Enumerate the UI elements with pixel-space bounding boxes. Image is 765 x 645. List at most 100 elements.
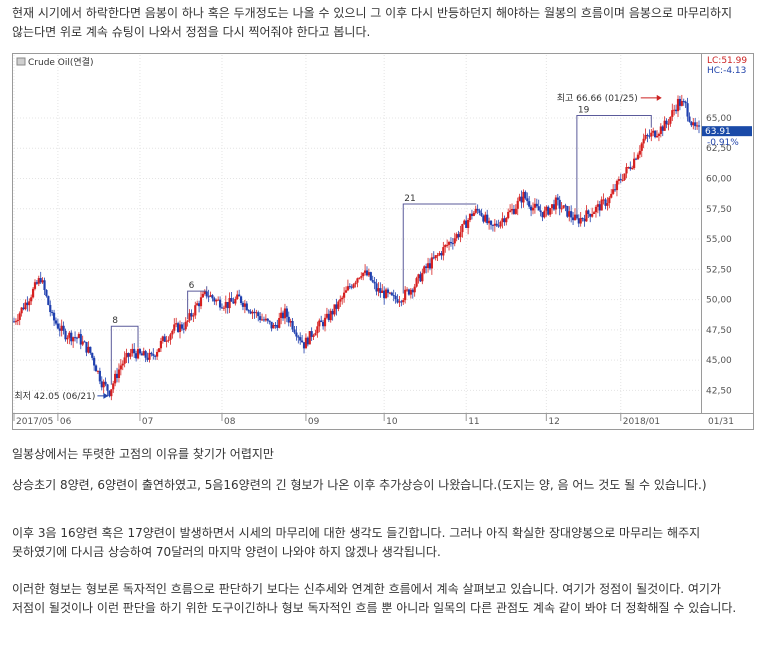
candle-body (489, 220, 493, 225)
candle-body (186, 320, 189, 322)
high-marker-label: 최고 66.66 (01/25) (557, 93, 638, 104)
y-tick-label: 52,50 (706, 265, 732, 275)
candle-body (161, 336, 164, 341)
count-label: 6 (189, 281, 195, 291)
candle-body (280, 312, 283, 318)
candle-body (554, 197, 557, 210)
candle-body (589, 214, 592, 217)
candle-body (68, 332, 71, 338)
candle-body (110, 389, 113, 397)
candle-body (331, 310, 334, 315)
candle-body (299, 337, 302, 341)
candle-body (461, 224, 464, 233)
y-tick-label: 55,00 (706, 235, 732, 245)
candle-body (585, 210, 588, 222)
candle-body (218, 299, 222, 308)
candle-body (354, 282, 357, 285)
candle-body (318, 320, 321, 327)
candle-body (583, 218, 586, 222)
candle-body (650, 132, 653, 137)
count-bracket (576, 115, 652, 219)
chart-frame (12, 53, 754, 430)
candle-body (224, 301, 227, 308)
candle-body (615, 180, 619, 191)
candle-body (438, 253, 441, 256)
candle-body (665, 120, 668, 125)
candle-body (631, 168, 634, 170)
candle-body (123, 357, 126, 364)
candle-body (157, 348, 161, 352)
candle-body (64, 330, 67, 340)
x-tick-label: 12 (548, 417, 559, 427)
candle-body (346, 286, 350, 291)
x-tick-label: 2018/01 (623, 417, 660, 427)
candle-body (365, 270, 369, 276)
candle-body (505, 217, 508, 223)
candle-body (550, 204, 554, 209)
candle-body (549, 208, 552, 215)
candle-body (529, 206, 533, 211)
y-tick-label: 62,50 (706, 144, 732, 154)
candle-body (182, 328, 185, 330)
candle-body (598, 204, 601, 211)
candle-body (196, 303, 199, 306)
y-tick-label: 42,50 (706, 386, 732, 396)
candle-body (602, 199, 605, 201)
candle-body (16, 319, 19, 322)
candle-body (571, 217, 575, 221)
candle-body (404, 289, 407, 301)
title-box-icon (16, 57, 26, 66)
x-tick-label: 08 (224, 417, 236, 427)
high-marker: 최고 66.66 (01/25) (557, 93, 662, 104)
candle-body (667, 123, 670, 125)
candle-body (428, 263, 432, 269)
candle-body (152, 354, 155, 356)
candle-body (24, 302, 27, 310)
candle-body (207, 296, 210, 298)
candle-body (680, 101, 683, 106)
candle-body (581, 217, 584, 219)
candle-body (413, 286, 416, 293)
candle-body (695, 125, 699, 127)
candle-body (91, 352, 94, 358)
last-price-label: 63.91 (705, 127, 731, 137)
candle-body (478, 210, 481, 213)
candle-body (512, 208, 516, 214)
candlestick-chart: 8 6 21 19 65,00 62,50 60,00 57,50 55,00 52,50 50,… (12, 53, 754, 430)
candle-body (570, 211, 573, 218)
last-change-label: -0.91% (707, 138, 739, 148)
candle-body (449, 241, 453, 244)
candle-body (545, 206, 548, 211)
y-tick-label: 65,00 (706, 114, 732, 124)
candle-body (436, 255, 439, 257)
candle-body (201, 293, 204, 298)
candle-body (467, 220, 470, 228)
candle-body (14, 321, 18, 323)
candle-body (625, 167, 628, 174)
candle-body (333, 304, 336, 315)
candle-body (12, 321, 16, 323)
candle-body (243, 303, 246, 307)
count-bracket (187, 286, 208, 320)
candle-body (306, 337, 309, 345)
candle-body (192, 315, 195, 317)
candle-body (112, 383, 115, 390)
candle-body (60, 325, 63, 331)
candle-body (384, 289, 388, 299)
candle-body (537, 206, 540, 211)
candle-body (688, 116, 691, 122)
candle-body (657, 133, 661, 136)
count-label: 21 (404, 194, 415, 204)
candle-body (184, 321, 187, 330)
candle-body (694, 122, 697, 127)
y-tick-label: 60,00 (706, 175, 732, 185)
candle-body (465, 220, 468, 228)
candle-body (352, 284, 355, 288)
legend-hc: HC:-4.13 (707, 66, 746, 76)
candle-body (619, 179, 622, 181)
candle-body (251, 311, 254, 314)
candle-body (342, 292, 346, 298)
candle-body (236, 294, 239, 299)
chart-svg: 8 6 21 19 65,00 62,50 60,00 57,50 55,00 52,50 50,… (12, 53, 754, 430)
candle-body (264, 318, 267, 321)
